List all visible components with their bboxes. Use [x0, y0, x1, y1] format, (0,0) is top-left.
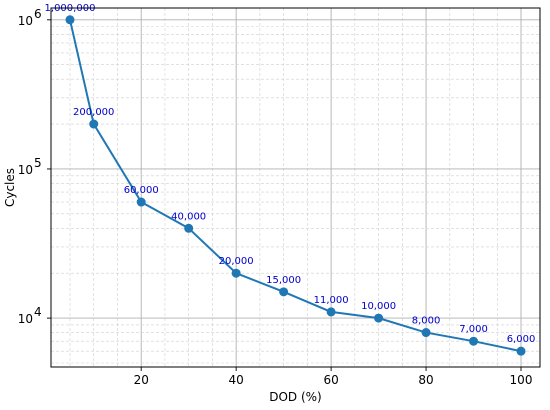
- y-tick-exponent: 5: [34, 156, 42, 170]
- data-label: 7,000: [459, 324, 488, 335]
- data-label: 200,000: [73, 107, 114, 118]
- data-point: [279, 287, 289, 297]
- grid-lines: [51, 8, 540, 367]
- y-tick-exponent: 4: [34, 305, 42, 319]
- data-point: [65, 15, 75, 25]
- data-label: 11,000: [314, 295, 349, 306]
- data-label: 60,000: [124, 185, 159, 196]
- data-point: [184, 223, 194, 233]
- data-label: 20,000: [219, 256, 254, 267]
- x-axis-label: DOD (%): [269, 390, 322, 404]
- data-point: [469, 336, 479, 346]
- y-tick-label: 10: [18, 312, 33, 326]
- x-tick-label: 40: [229, 373, 244, 387]
- y-tick-label: 10: [18, 14, 33, 28]
- x-tick-label: 80: [418, 373, 433, 387]
- y-axis-label: Cycles: [3, 168, 17, 207]
- data-markers: [65, 15, 526, 356]
- data-label: 10,000: [361, 301, 396, 312]
- data-point: [374, 313, 384, 323]
- data-label: 15,000: [266, 275, 301, 286]
- y-tick-exponent: 6: [34, 7, 42, 21]
- data-point: [516, 346, 526, 356]
- x-tick-label: 60: [323, 373, 338, 387]
- y-tick-label: 10: [18, 163, 33, 177]
- data-label: 40,000: [171, 211, 206, 222]
- data-point: [136, 197, 146, 207]
- data-point: [231, 268, 241, 278]
- plot-frame: [50, 7, 541, 368]
- x-tick-label: 20: [134, 373, 149, 387]
- data-label: 8,000: [412, 316, 441, 327]
- data-label: 6,000: [507, 334, 536, 345]
- x-tick-label: 100: [510, 373, 533, 387]
- data-point: [326, 307, 336, 317]
- data-point: [89, 119, 99, 129]
- data-point: [421, 328, 431, 338]
